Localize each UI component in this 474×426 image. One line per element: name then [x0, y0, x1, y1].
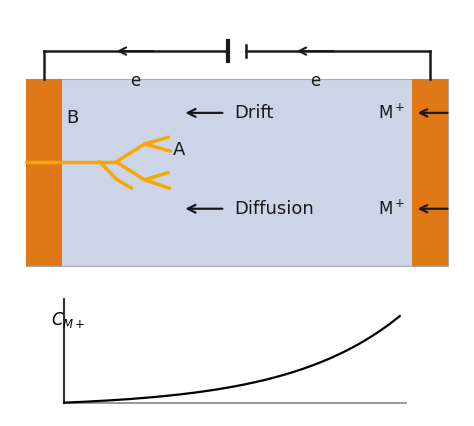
Text: e: e — [310, 72, 320, 89]
Text: e: e — [130, 72, 140, 89]
Text: Drift: Drift — [235, 104, 274, 122]
Text: A: A — [173, 141, 185, 159]
Text: M$^+$: M$^+$ — [378, 103, 405, 123]
Bar — [26, 79, 62, 266]
Text: $C_{M+}$: $C_{M+}$ — [51, 310, 85, 330]
Text: M$^+$: M$^+$ — [378, 199, 405, 219]
Text: B: B — [66, 109, 79, 127]
Bar — [412, 79, 448, 266]
Text: Diffusion: Diffusion — [235, 200, 314, 218]
Bar — [26, 79, 448, 266]
